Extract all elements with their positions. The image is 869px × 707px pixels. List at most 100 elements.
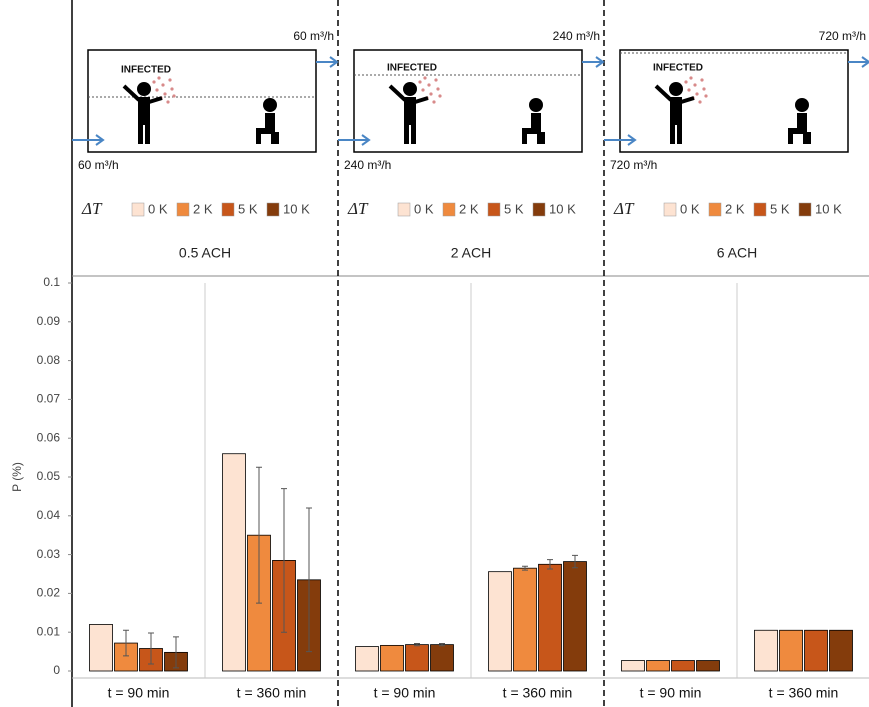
aerosol-dot bbox=[166, 100, 169, 103]
legend-swatch bbox=[709, 203, 721, 216]
x-tick-label: t = 360 min bbox=[503, 685, 573, 701]
person-icon bbox=[137, 82, 151, 96]
legend-label: 10 K bbox=[549, 201, 576, 216]
bar bbox=[381, 645, 404, 671]
bar bbox=[431, 645, 454, 671]
room-label: INFECTED bbox=[387, 63, 437, 74]
legend-swatch bbox=[533, 203, 545, 216]
legend-swatch bbox=[754, 203, 766, 216]
bar bbox=[697, 661, 720, 671]
aerosol-dot bbox=[436, 87, 439, 90]
x-tick-label: t = 90 min bbox=[374, 685, 436, 701]
y-tick-label: 0.01 bbox=[37, 624, 61, 638]
person-icon bbox=[681, 98, 694, 102]
legend-label: 5 K bbox=[770, 201, 790, 216]
person-icon bbox=[145, 122, 150, 144]
bar bbox=[514, 568, 537, 671]
legend-title: ΔT bbox=[347, 199, 369, 218]
person-icon bbox=[149, 98, 162, 102]
person-icon bbox=[670, 122, 675, 144]
legend-swatch bbox=[799, 203, 811, 216]
bar bbox=[90, 624, 113, 671]
aerosol-dot bbox=[693, 83, 696, 86]
bar bbox=[406, 645, 429, 671]
person-icon bbox=[390, 86, 405, 100]
legend-label: 0 K bbox=[148, 201, 168, 216]
person-icon bbox=[138, 122, 143, 144]
aerosol-dot bbox=[152, 80, 155, 83]
aerosol-dot bbox=[684, 80, 687, 83]
legend-title: ΔT bbox=[613, 199, 635, 218]
seated-icon bbox=[795, 98, 809, 112]
person-icon bbox=[404, 97, 416, 125]
aerosol-dot bbox=[172, 94, 175, 97]
legend-title: ΔT bbox=[81, 199, 103, 218]
inflow-label: 720 m³/h bbox=[610, 158, 657, 172]
aerosol-dot bbox=[702, 87, 705, 90]
aerosol-dot bbox=[155, 88, 158, 91]
legend-swatch bbox=[222, 203, 234, 216]
legend-label: 2 K bbox=[193, 201, 213, 216]
legend-label: 10 K bbox=[815, 201, 842, 216]
person-icon bbox=[138, 97, 150, 125]
legend-swatch bbox=[664, 203, 676, 216]
aerosol-dot bbox=[689, 76, 692, 79]
y-axis-label: P (%) bbox=[10, 462, 24, 492]
person-icon bbox=[669, 82, 683, 96]
y-tick-label: 0.04 bbox=[37, 508, 61, 522]
seated-icon bbox=[522, 128, 527, 144]
outflow-arrow bbox=[582, 57, 603, 67]
x-tick-label: t = 360 min bbox=[237, 685, 307, 701]
y-tick-label: 0.08 bbox=[37, 353, 61, 367]
aerosol-dot bbox=[700, 78, 703, 81]
bar bbox=[647, 661, 670, 671]
person-icon bbox=[403, 82, 417, 96]
y-tick-label: 0.02 bbox=[37, 586, 61, 600]
y-tick-label: 0.05 bbox=[37, 469, 61, 483]
bar bbox=[489, 572, 512, 671]
y-tick-label: 0.09 bbox=[37, 314, 61, 328]
seated-icon bbox=[529, 98, 543, 112]
figure: P (%) 00.010.020.030.040.050.060.070.080… bbox=[0, 0, 869, 707]
person-icon bbox=[404, 122, 409, 144]
room-label: INFECTED bbox=[121, 65, 171, 76]
aerosol-dot bbox=[170, 87, 173, 90]
inflow-label: 240 m³/h bbox=[344, 158, 391, 172]
seated-icon bbox=[256, 128, 261, 144]
bar bbox=[539, 564, 562, 671]
panel-title: 0.5 ACH bbox=[179, 245, 231, 261]
legend-swatch bbox=[443, 203, 455, 216]
panel-title: 6 ACH bbox=[717, 245, 757, 261]
aerosol-dot bbox=[423, 76, 426, 79]
aerosol-dot bbox=[427, 83, 430, 86]
x-tick-label: t = 90 min bbox=[640, 685, 702, 701]
legend-label: 0 K bbox=[680, 201, 700, 216]
person-icon bbox=[411, 122, 416, 144]
legend-swatch bbox=[398, 203, 410, 216]
seated-icon bbox=[271, 132, 279, 144]
person-icon bbox=[677, 122, 682, 144]
outflow-label: 240 m³/h bbox=[553, 29, 600, 43]
outflow-arrow bbox=[848, 57, 869, 67]
bar bbox=[805, 630, 828, 671]
y-tick-label: 0 bbox=[53, 663, 60, 677]
legend-label: 2 K bbox=[459, 201, 479, 216]
person-icon bbox=[415, 98, 428, 102]
bar bbox=[830, 630, 853, 671]
bar bbox=[622, 661, 645, 671]
person-icon bbox=[124, 86, 139, 100]
legend-label: 10 K bbox=[283, 201, 310, 216]
y-tick-label: 0.1 bbox=[43, 275, 60, 289]
bar bbox=[356, 647, 379, 671]
y-tick-label: 0.07 bbox=[37, 392, 61, 406]
bar bbox=[672, 661, 695, 671]
bar bbox=[755, 630, 778, 671]
room-label: INFECTED bbox=[653, 63, 703, 74]
aerosol-dot bbox=[434, 78, 437, 81]
legend-label: 5 K bbox=[238, 201, 258, 216]
person-icon bbox=[670, 97, 682, 125]
x-tick-label: t = 360 min bbox=[769, 685, 839, 701]
legend-label: 2 K bbox=[725, 201, 745, 216]
bar bbox=[223, 454, 246, 671]
aerosol-dot bbox=[432, 100, 435, 103]
